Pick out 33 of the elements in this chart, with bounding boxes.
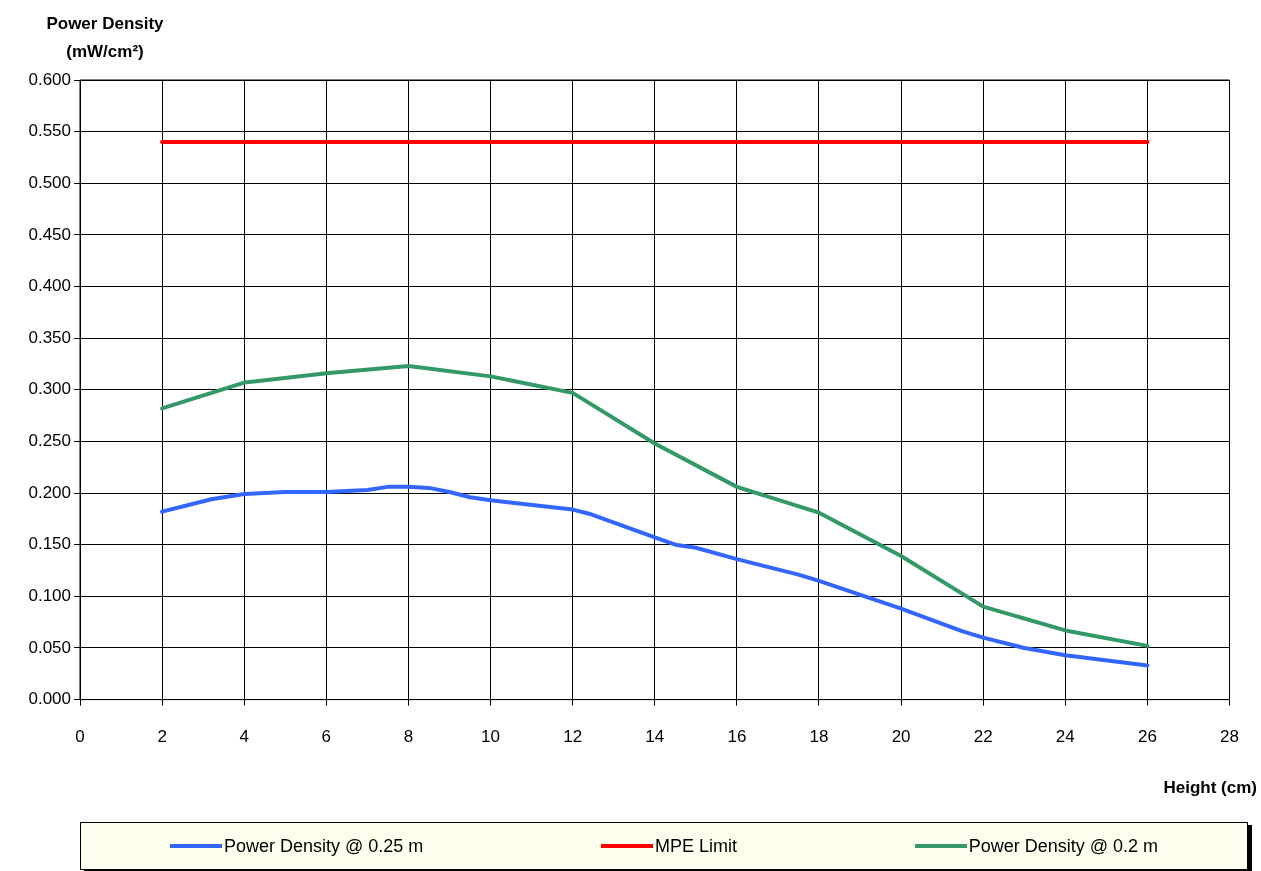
x-tick-label: 18 <box>809 727 829 747</box>
x-tick-label: 10 <box>481 727 501 747</box>
legend-label: Power Density @ 0.25 m <box>223 835 424 857</box>
y-tick-label: 0.550 <box>28 121 71 141</box>
x-tick-label: 28 <box>1220 727 1240 747</box>
x-tick-label: 2 <box>157 727 167 747</box>
y-tick-label: 0.200 <box>28 482 71 502</box>
y-axis-title: Power Density (mW/cm²) <box>45 13 165 63</box>
y-tick-label: 0.500 <box>28 172 71 192</box>
x-tick-label: 26 <box>1137 727 1157 747</box>
x-tick-label: 14 <box>645 727 665 747</box>
y-tick-label: 0.300 <box>28 379 71 399</box>
y-tick-label: 0.150 <box>28 534 71 554</box>
y-tick-label: 0.100 <box>28 586 71 606</box>
x-tick-label: 8 <box>403 727 414 747</box>
y-tick-label: 0.400 <box>28 276 71 296</box>
x-tick-label: 16 <box>727 727 747 747</box>
y-tick-label: 0.600 <box>28 69 71 89</box>
x-tick-label: 22 <box>973 727 993 747</box>
x-tick-label: 20 <box>891 727 911 747</box>
x-tick-label: 12 <box>563 727 583 747</box>
x-tick-label: 0 <box>75 727 85 747</box>
y-tick-label: 0.250 <box>28 431 71 451</box>
x-tick-label: 24 <box>1055 727 1075 747</box>
y-tick-label: 0.350 <box>28 327 71 347</box>
legend-label: Power Density @ 0.2 m <box>968 835 1159 857</box>
legend-label: MPE Limit <box>654 835 737 857</box>
y-tick-label: 0.000 <box>28 689 71 709</box>
y-tick-label: 0.050 <box>28 637 71 657</box>
x-axis-title: Height (cm) <box>1163 778 1257 798</box>
y-tick-label: 0.450 <box>28 224 71 244</box>
x-tick-label: 4 <box>239 727 249 747</box>
x-tick-label: 6 <box>321 727 332 747</box>
